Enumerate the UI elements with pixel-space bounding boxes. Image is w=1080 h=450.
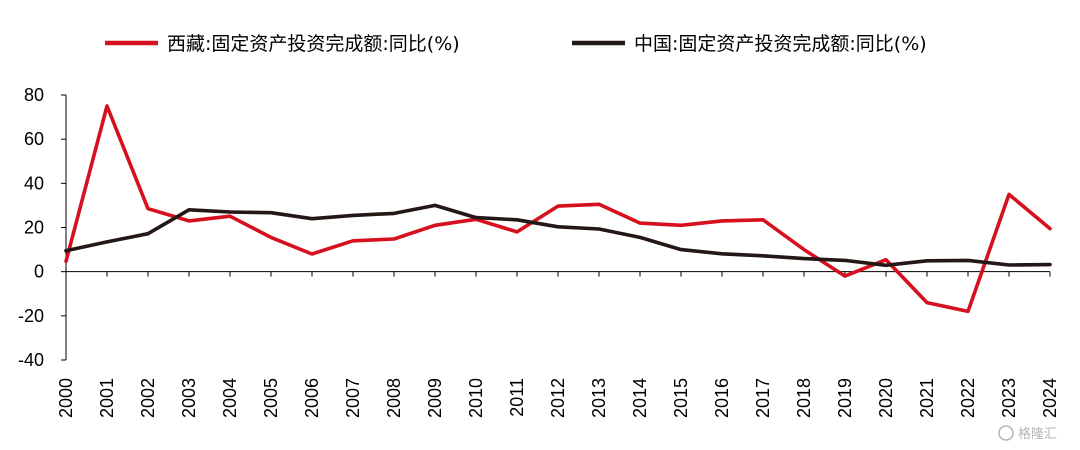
x-tick-label: 2020 [876, 378, 896, 418]
x-tick-label: 2002 [138, 378, 158, 418]
x-tick-label: 2006 [302, 378, 322, 418]
legend-label-xizang: 西藏:固定资产投资完成额:同比(%) [167, 33, 460, 55]
y-tick-label: 20 [24, 218, 44, 238]
y-tick-label: 60 [24, 129, 44, 149]
y-tick-label: -40 [18, 350, 44, 370]
y-axis: -40 -20 0 20 40 60 80 [18, 85, 67, 370]
x-tick-label: 2004 [220, 378, 240, 418]
x-tick-label: 2024 [1040, 378, 1060, 418]
x-tick-label: 2015 [671, 378, 691, 418]
x-axis: 2000 2001 2002 2003 2004 2005 2006 2007 2008 2009… [56, 271, 1060, 418]
series-line-china [64, 203, 1052, 268]
x-tick-label: 2014 [630, 378, 650, 418]
x-tick-label: 2013 [589, 378, 609, 418]
x-tick-label: 2005 [261, 378, 281, 418]
series-line-xizang [64, 104, 1052, 314]
x-tick-label: 2009 [425, 378, 445, 418]
x-tick-label: 2021 [917, 378, 937, 418]
x-tick-label: 2019 [835, 378, 855, 418]
x-tick-label: 2016 [712, 378, 732, 418]
x-tick-label: 2012 [548, 378, 568, 418]
watermark-logo-icon [998, 425, 1014, 441]
y-tick-label: 40 [24, 173, 44, 193]
x-tick-label: 2018 [794, 378, 814, 418]
x-tick-label: 2007 [343, 378, 363, 418]
y-tick-label: -20 [18, 306, 44, 326]
watermark: 格隆汇 [998, 425, 1057, 442]
x-tick-label: 2017 [753, 378, 773, 418]
x-tick-label: 2010 [466, 378, 486, 418]
x-tick-label: 2022 [958, 378, 978, 418]
y-tick-label: 0 [34, 262, 44, 282]
x-tick-label: 2011 [507, 378, 527, 417]
x-tick-label: 2008 [384, 378, 404, 418]
x-tick-label: 2003 [179, 378, 199, 418]
y-tick-label: 80 [24, 85, 44, 105]
x-tick-label: 2001 [97, 378, 117, 418]
watermark-text: 格隆汇 [1018, 426, 1057, 442]
x-tick-label: 2000 [56, 378, 76, 418]
series-layer [64, 104, 1052, 314]
legend-label-china: 中国:固定资产投资完成额:同比(%) [634, 33, 927, 55]
x-tick-label: 2023 [999, 378, 1019, 418]
legend: 西藏:固定资产投资完成额:同比(%) 中国:固定资产投资完成额:同比(%) [105, 33, 927, 55]
